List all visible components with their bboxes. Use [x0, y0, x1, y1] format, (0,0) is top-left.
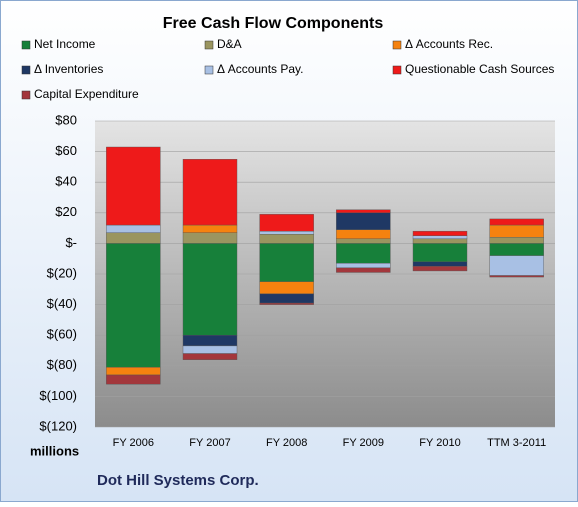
x-tick-label: FY 2006: [113, 437, 154, 449]
unit-label: millions: [30, 443, 79, 458]
legend-swatch: [21, 90, 31, 100]
y-tick-label: $20: [55, 204, 77, 219]
bar-segment: [489, 218, 544, 226]
bar-segment: [412, 266, 468, 272]
bar-segment: [106, 374, 161, 385]
y-tick-label: $(20): [47, 265, 77, 280]
legend-swatch: [204, 65, 214, 75]
legend-swatch: [392, 65, 402, 75]
bar-segment: [106, 243, 161, 368]
bar-segment: [336, 212, 391, 230]
x-tick-label: TTM 3-2011: [487, 437, 546, 449]
bar-segment: [182, 353, 238, 360]
bar-segment: [259, 230, 314, 235]
bar-segment: [182, 159, 238, 226]
y-tick-label: $40: [55, 174, 77, 189]
y-tick-label: $80: [55, 112, 77, 127]
bar-segment: [412, 243, 468, 262]
legend-label: Capital Expenditure: [34, 87, 139, 101]
y-tick-label: $(100): [39, 388, 77, 403]
legend-label: Δ Inventories: [34, 62, 103, 76]
legend-swatch: [204, 40, 214, 50]
bar-segment: [106, 224, 161, 233]
legend-swatch: [21, 65, 31, 75]
bar-segment: [182, 335, 238, 347]
bar-segment: [259, 302, 314, 305]
bar-segment: [259, 234, 314, 244]
y-tick-label: $(60): [47, 327, 77, 342]
x-tick-label: FY 2007: [189, 437, 230, 449]
x-tick-label: FY 2009: [343, 437, 384, 449]
bar-segment: [182, 243, 238, 336]
legend-label: Questionable Cash Sources: [405, 62, 554, 76]
chart-title: Free Cash Flow Components: [163, 15, 384, 32]
y-tick-label: $(40): [47, 296, 77, 311]
y-tick-label: $60: [55, 143, 77, 158]
legend-label: Δ Accounts Rec.: [405, 37, 493, 51]
bar-segment: [182, 232, 238, 244]
y-tick-label: $(120): [39, 418, 77, 433]
bar-segment: [336, 209, 391, 214]
bar-segment: [489, 243, 544, 256]
bar-segment: [259, 293, 314, 304]
bar-segment: [259, 243, 314, 282]
legend-label: Δ Accounts Pay.: [217, 62, 304, 76]
bar-segment: [412, 261, 468, 267]
bar-segment: [336, 229, 391, 240]
bar-segment: [106, 367, 161, 376]
x-tick-label: FY 2010: [419, 437, 460, 449]
bar-segment: [489, 224, 544, 238]
bar-segment: [412, 235, 468, 240]
legend-swatch: [21, 40, 31, 50]
bar-segment: [489, 275, 544, 278]
legend-label: D&A: [217, 37, 242, 51]
bar-segment: [336, 243, 391, 264]
footer: Dot Hill Systems Corp.: [97, 472, 259, 489]
bar-segment: [182, 345, 238, 354]
x-tick-label: FY 2008: [266, 437, 307, 449]
y-tick-label: $-: [65, 235, 77, 250]
bar-segment: [489, 255, 544, 276]
bar-segment: [489, 237, 544, 244]
bar-segment: [182, 224, 238, 233]
bar-segment: [336, 238, 391, 244]
bar-segment: [106, 146, 161, 226]
bar-segment: [336, 263, 391, 269]
legend-label: Net Income: [34, 37, 96, 51]
legend-swatch: [392, 40, 402, 50]
bar-segment: [106, 232, 161, 244]
bar-segment: [259, 214, 314, 232]
bar-segment: [336, 267, 391, 273]
bar-segment: [259, 281, 314, 295]
bar-segment: [412, 230, 468, 236]
bar-segment: [412, 238, 468, 244]
y-tick-label: $(80): [47, 357, 77, 372]
